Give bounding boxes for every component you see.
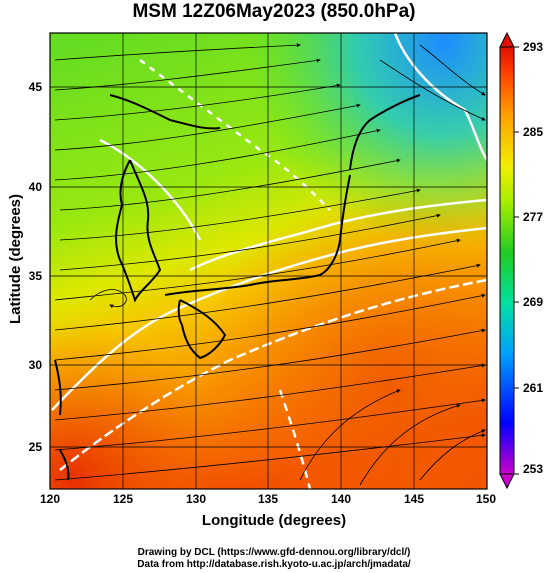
colorbar-tick-label: 285 xyxy=(523,125,544,139)
x-tick-label: 150 xyxy=(475,492,497,506)
lat-lon-grid xyxy=(50,33,487,489)
x-tick-label: 140 xyxy=(330,492,352,506)
colorbar-min-arrow xyxy=(499,473,515,490)
x-tick-label: 145 xyxy=(403,492,425,506)
colorbar-max-arrow xyxy=(499,31,515,48)
figure-title: MSM 12Z06May2023 (850.0hPa) xyxy=(132,1,416,22)
x-tick-label: 125 xyxy=(112,492,134,506)
x-tick-label: 130 xyxy=(185,492,207,506)
x-tick-label: 135 xyxy=(257,492,279,506)
plot-frame xyxy=(49,32,488,490)
credit-data: Data from http://database.rish.kyoto-u.a… xyxy=(137,559,411,570)
y-tick-label: 35 xyxy=(28,269,42,283)
y-tick-label: 45 xyxy=(28,80,42,94)
colorbar-tick-label: 253 xyxy=(523,462,544,476)
y-tick-label: 25 xyxy=(28,440,42,454)
colorbar-tick-label: 293 xyxy=(523,40,544,54)
colorbar-tick-label: 277 xyxy=(523,210,544,224)
colorbar-tick-label: 269 xyxy=(523,295,544,309)
colorbar xyxy=(499,31,519,490)
y-tick-label: 30 xyxy=(28,358,42,372)
colorbar-tick-label: 261 xyxy=(523,381,544,395)
wind-streamlines xyxy=(54,43,486,486)
x-axis-label: Longitude (degrees) xyxy=(201,512,347,529)
y-axis-label: Latitude (degrees) xyxy=(7,193,24,325)
credit-drawing: Drawing by DCL (https://www.gfd-dennou.o… xyxy=(137,547,411,558)
isotherm-contours xyxy=(51,33,487,489)
coastlines xyxy=(54,94,421,481)
y-tick-label: 40 xyxy=(28,180,42,194)
x-tick-label: 120 xyxy=(39,492,61,506)
temperature-field xyxy=(50,33,487,489)
